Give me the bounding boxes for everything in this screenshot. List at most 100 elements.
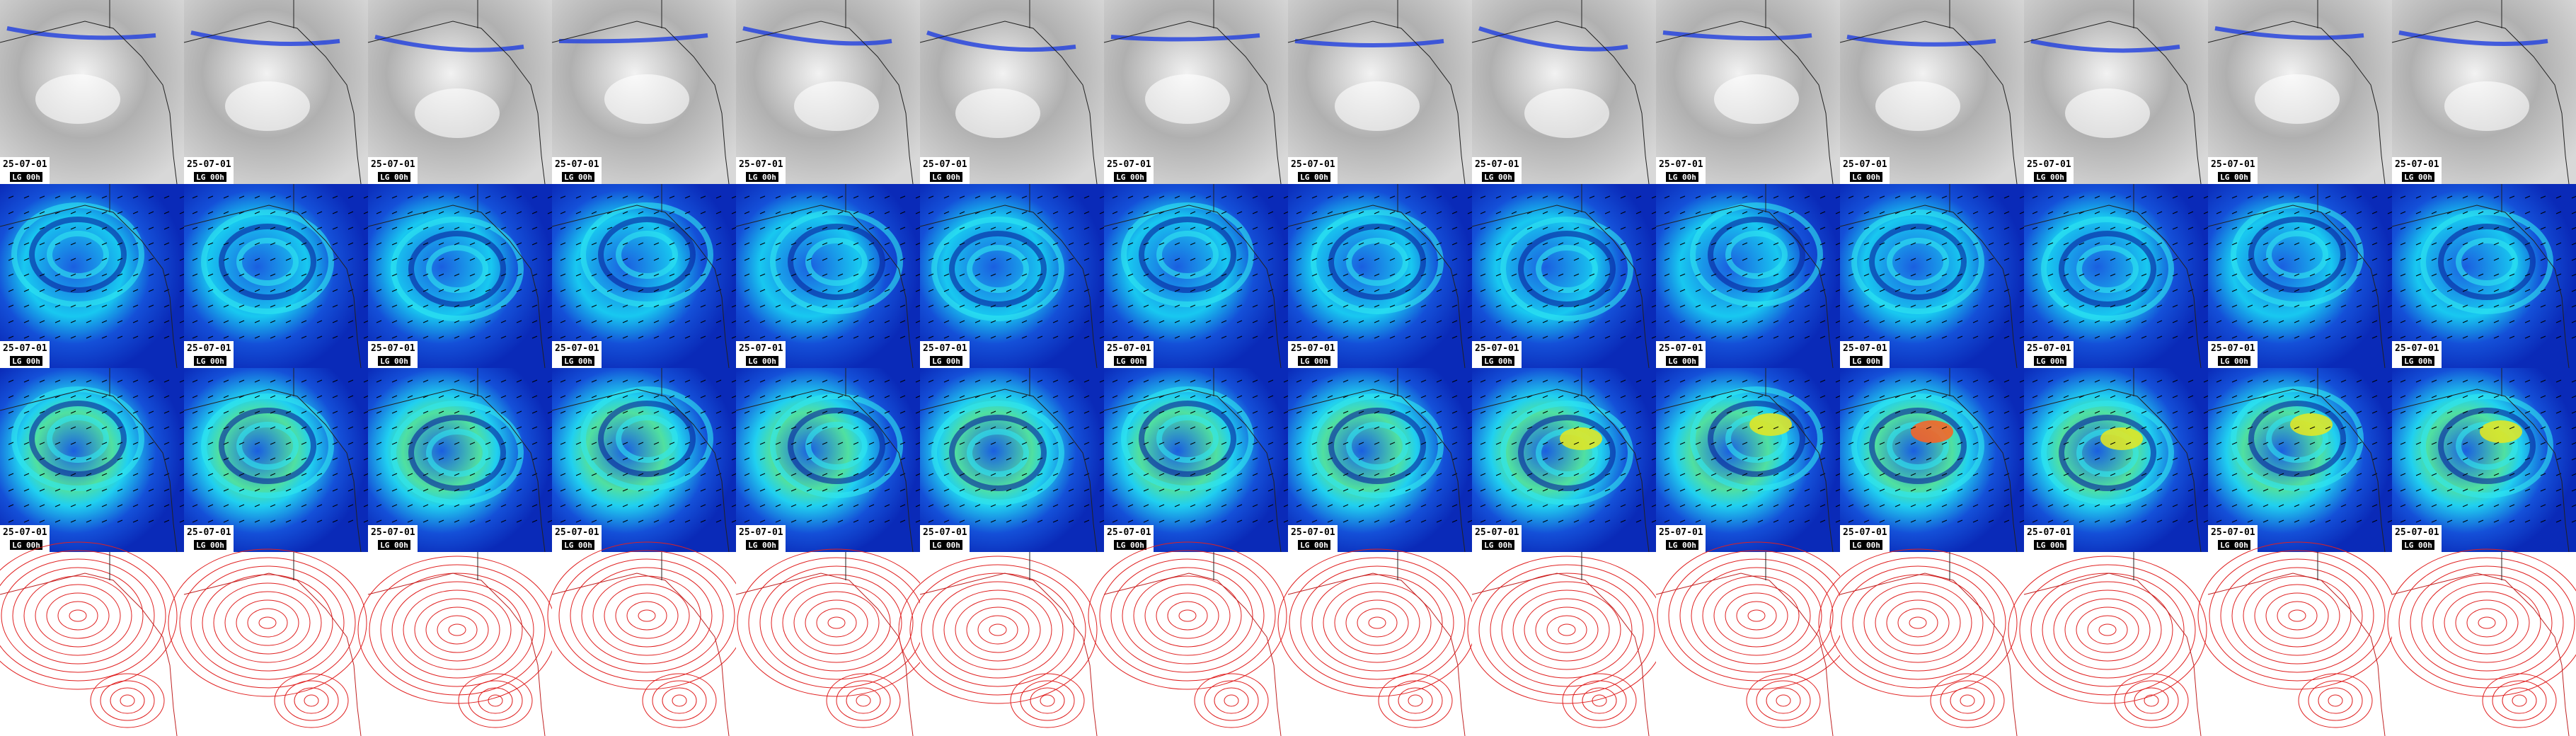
wind-barb	[1848, 320, 1854, 323]
wind-barb	[1604, 258, 1611, 261]
wind-barb	[943, 242, 950, 246]
wind-barb	[2524, 273, 2531, 277]
wind-barb	[1788, 304, 1795, 308]
wind-barb	[1327, 273, 1333, 277]
wind-barb	[347, 258, 354, 261]
wind-barb	[2340, 410, 2347, 414]
wind-barb	[238, 442, 245, 445]
panel-date: 25-07-01	[923, 343, 967, 354]
wind-barb	[1283, 289, 1289, 292]
wind-barb	[715, 211, 722, 214]
wind-barb	[1879, 504, 1885, 507]
wind-barb	[2110, 519, 2116, 523]
wind-barb	[2493, 304, 2500, 308]
panel-date: 25-07-01	[739, 527, 783, 538]
wind-barb	[684, 442, 691, 445]
wind-barb	[731, 457, 737, 461]
wind-barb	[591, 473, 597, 476]
wind-barb	[959, 410, 965, 414]
panel-badge: LG 00h	[2036, 357, 2064, 366]
pressure-contour	[213, 582, 322, 663]
wind-barb	[192, 519, 198, 523]
wind-barb	[2371, 395, 2378, 398]
wind-swirl	[2231, 202, 2364, 307]
wind-barb	[285, 195, 292, 199]
wind-barb	[179, 226, 185, 230]
wind-barb	[1972, 258, 1979, 261]
wind-barb	[1236, 258, 1243, 261]
wind-barb	[591, 410, 597, 414]
wind-barb	[853, 379, 859, 383]
wind-barb	[1283, 457, 1289, 461]
wind-barb	[2262, 289, 2269, 292]
precip-band	[1662, 30, 1812, 41]
wind-barb	[1083, 395, 1090, 398]
wind-barb	[759, 289, 766, 292]
wind-barb	[2172, 379, 2178, 383]
wind-barb	[516, 226, 522, 230]
wind-barb	[1558, 504, 1564, 507]
wind-barb	[2094, 258, 2100, 261]
wind-barb	[1311, 226, 1318, 230]
panel-date: 25-07-01	[2211, 343, 2255, 354]
wind-barb	[2203, 335, 2209, 339]
wind-barb	[1757, 195, 1764, 199]
wind-barb	[438, 211, 444, 214]
wind-barb	[2540, 242, 2546, 246]
wind-barb	[192, 504, 198, 507]
pressure-contour	[403, 590, 512, 670]
wind-barb	[1773, 211, 1779, 214]
wind-barb	[1037, 410, 1043, 414]
pressure-contour	[1863, 582, 1972, 663]
wind-barb	[591, 226, 597, 230]
pressure-contour	[856, 694, 871, 707]
badge-box	[1114, 540, 1146, 550]
wind-barb	[2509, 195, 2515, 199]
wind-barb	[2063, 426, 2069, 430]
wind-barb	[1695, 504, 1701, 507]
wind-barb	[744, 195, 750, 199]
wind-barb	[1604, 473, 1611, 476]
wind-barb	[223, 395, 229, 398]
wind-barb	[270, 258, 276, 261]
wind-barb	[622, 504, 628, 507]
wind-barb	[822, 504, 828, 507]
wind-barb	[1742, 211, 1748, 214]
wind-barb	[547, 410, 553, 414]
wind-barb	[575, 289, 582, 292]
wind-barb	[1742, 426, 1748, 430]
wind-barb	[1819, 395, 1826, 398]
wind-barb	[1420, 320, 1427, 323]
wind-barb	[454, 195, 460, 199]
wind-barb	[2493, 488, 2500, 492]
wind-barb	[407, 488, 413, 492]
wind-barb	[207, 457, 214, 461]
cloud-swirl	[1145, 74, 1230, 124]
wind-barb	[363, 258, 369, 261]
wind-barb	[2019, 457, 2025, 461]
wind-barb	[1726, 273, 1732, 277]
panel-badge: LG 00h	[196, 173, 224, 182]
wind-barb	[2094, 504, 2100, 507]
wind-barb	[1573, 258, 1580, 261]
cloud-swirl	[35, 74, 120, 124]
wind-barb	[943, 504, 950, 507]
cloud-swirl	[1335, 81, 1420, 131]
wind-barb	[1526, 457, 1533, 461]
wind-barb	[2231, 335, 2238, 339]
wind-barb	[1589, 289, 1595, 292]
wind-barb	[2509, 410, 2515, 414]
wind-barb	[1679, 426, 1686, 430]
wind-barb	[853, 442, 859, 445]
wind-barb	[990, 519, 996, 523]
pressure-contour	[921, 573, 1075, 687]
coastline	[735, 573, 914, 736]
wind-barb	[1205, 195, 1212, 199]
map-panel	[0, 541, 184, 736]
wind-swirl	[949, 231, 1047, 307]
wind-barb	[70, 211, 76, 214]
coastline	[735, 21, 914, 185]
wind-barb	[759, 335, 766, 339]
wind-barb	[1957, 289, 1963, 292]
